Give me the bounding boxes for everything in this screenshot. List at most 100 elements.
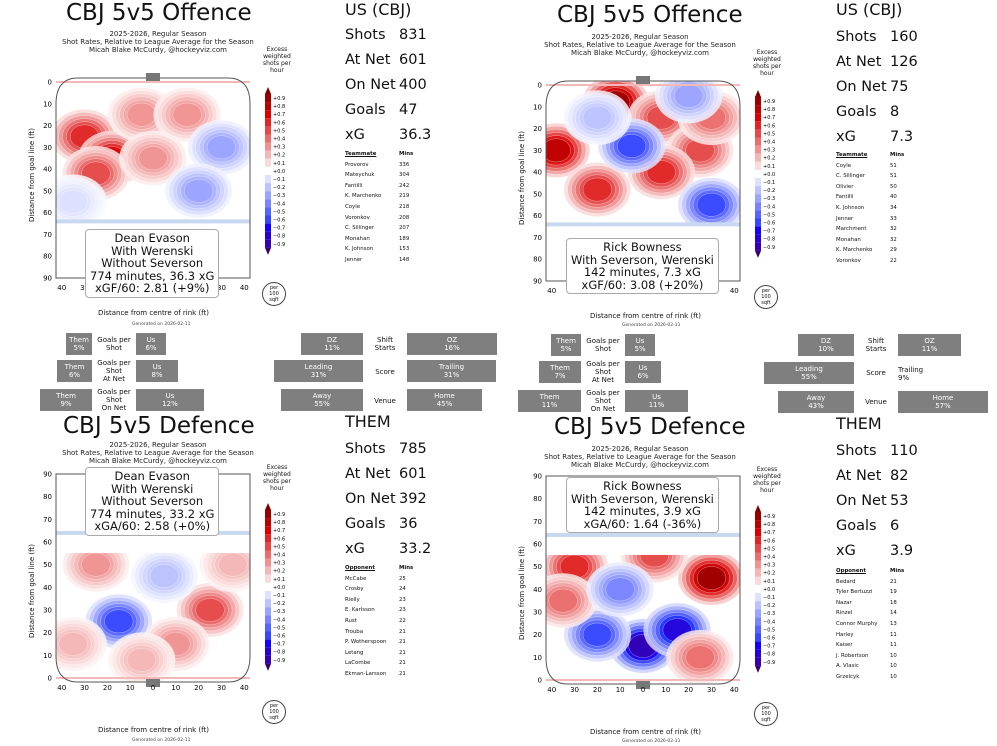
stat-goals: Goals 47 xyxy=(345,102,418,118)
player-minutes: 19 xyxy=(890,589,897,596)
legend-tick-label: +0.1 xyxy=(273,161,285,167)
legend-swatch xyxy=(265,166,271,175)
legend-title: Excess weighted shots per hour xyxy=(753,49,781,77)
table-header-name: Opponent xyxy=(345,565,375,571)
player-minutes: 304 xyxy=(399,172,410,179)
y-tick-label: 0 xyxy=(48,79,52,87)
legend-tick-label: +0.6 xyxy=(763,538,775,544)
stat-shots: Shots 160 xyxy=(836,29,918,45)
stat-shots: Shots 110 xyxy=(836,443,918,459)
legend-top-arrow xyxy=(265,87,271,94)
leading-share: Leading 55% xyxy=(764,362,854,384)
y-tick-label: 10 xyxy=(533,654,542,662)
y-tick-label: 70 xyxy=(533,234,542,242)
y-tick-label: 50 xyxy=(533,190,542,198)
legend-swatch xyxy=(265,175,271,184)
table-row: Ekman-Larsson 21 xyxy=(345,669,406,680)
player-name: A. Vlasic xyxy=(836,663,859,670)
player-name: Fantilli xyxy=(836,194,854,201)
player-name: Rinzel xyxy=(836,610,853,617)
legend-tick-label: −0.4 xyxy=(763,204,775,210)
player-name: K. Johnson xyxy=(836,204,865,211)
player-name: Rust xyxy=(345,617,357,624)
legend-swatch xyxy=(755,576,761,585)
legend-swatch xyxy=(755,584,761,593)
rink-heatmap: 403020100102030400102030405060708090 xyxy=(43,73,251,292)
x-tick-label: 40 xyxy=(547,287,556,295)
table-row: Fantilli 242 xyxy=(345,181,409,192)
player-minutes: 10 xyxy=(890,673,897,680)
legend-tick-label: −0.6 xyxy=(273,634,285,640)
rink-outline xyxy=(545,475,741,685)
legend-tick-label: −0.6 xyxy=(763,636,775,642)
legend-swatch xyxy=(265,623,271,632)
stat-at-net: At Net 601 xyxy=(345,52,427,68)
legend-swatch xyxy=(755,169,761,178)
blue-line xyxy=(546,532,740,537)
table-row: Provorov 336 xyxy=(345,160,409,171)
player-minutes: 21 xyxy=(890,578,897,585)
legend-tick-label: +0.7 xyxy=(763,530,775,536)
hotspot xyxy=(586,561,655,617)
legend-tick-label: −0.2 xyxy=(273,185,285,191)
oz-shift-starts: OZ 16% xyxy=(407,333,497,355)
legend-swatch xyxy=(755,625,761,634)
shift-starts-label: Shift Starts xyxy=(865,337,887,353)
us-goals-per-shot-at-net: Us 8% xyxy=(136,360,178,382)
generated-note: Generated on 2026-02-11 xyxy=(622,739,681,744)
legend-tick-label: +0.0 xyxy=(273,585,285,591)
legend-tick-label: −0.8 xyxy=(763,652,775,658)
legend-bottom-arrow xyxy=(265,663,271,671)
stat-shots: Shots 831 xyxy=(345,27,427,43)
legend-swatch xyxy=(265,158,271,167)
legend-tick-label: +0.1 xyxy=(273,577,285,583)
chart-subtitle: 2025-2026, Regular Season Shot Rates, Re… xyxy=(58,441,258,465)
legend-swatch xyxy=(755,633,761,642)
legend-swatch xyxy=(265,510,271,519)
table-header: Opponent Mins xyxy=(836,566,904,577)
legend-tick-label: −0.9 xyxy=(763,245,775,251)
legend-swatch xyxy=(265,582,271,591)
them-goals-per-shot: Them 5% xyxy=(551,334,581,356)
legend-tick-label: −0.9 xyxy=(273,658,285,664)
home-share: Home 57% xyxy=(898,391,988,413)
legend-swatch xyxy=(755,512,761,521)
legend-swatch xyxy=(755,218,761,227)
subtitle-desc: Shot Rates, Relative to League Average f… xyxy=(544,453,736,461)
player-name: Coyle xyxy=(836,162,852,169)
player-minutes: 10 xyxy=(890,663,897,670)
legend-tick-label: −0.3 xyxy=(273,609,285,615)
legend-swatch xyxy=(755,649,761,658)
table-row: Voronkov 22 xyxy=(836,256,897,267)
info-rate: xGF/60: 2.81 (+9%) xyxy=(94,281,210,295)
opponent-table: Opponent Mins McCabe 25 Crosby 24 Rielly 23 E. K… xyxy=(345,563,413,680)
legend-tick-label: +0.9 xyxy=(273,96,285,102)
legend-tick-label: −0.6 xyxy=(763,221,775,227)
legend-swatch xyxy=(755,137,761,146)
player-name: McCabe xyxy=(345,575,367,582)
x-tick-label: 40 xyxy=(240,284,249,292)
legend-swatch xyxy=(755,161,761,170)
x-tick-label: 10 xyxy=(661,686,670,694)
x-tick-label: 30 xyxy=(80,684,89,692)
legend-swatch xyxy=(265,631,271,640)
legend-swatch xyxy=(755,617,761,626)
legend-tick-label: −0.2 xyxy=(273,601,285,607)
us-goals-per-shot-on-net: Us 11% xyxy=(625,390,688,412)
stat-xg: xG 33.2 xyxy=(345,541,432,557)
them-header: THEM xyxy=(345,412,391,431)
player-minutes: 32 xyxy=(890,236,897,243)
legend-swatch xyxy=(755,129,761,138)
info-box: Rick Bowness With Severson, Werenski 142… xyxy=(566,477,719,533)
legend-swatch xyxy=(755,97,761,106)
us-goals-per-shot-on-net: Us 12% xyxy=(136,389,204,411)
player-minutes: 14 xyxy=(890,610,897,617)
legend-tick-label: −0.9 xyxy=(763,660,775,666)
y-tick-label: 20 xyxy=(533,125,542,133)
player-name: E. Karlsson xyxy=(345,607,375,614)
player-minutes: 51 xyxy=(890,162,897,169)
subtitle-author: Micah Blake McCurdy, @hockeyviz.com xyxy=(89,457,227,465)
player-minutes: 21 xyxy=(399,660,406,667)
y-tick-label: 30 xyxy=(43,607,52,615)
hotspot xyxy=(563,162,632,217)
